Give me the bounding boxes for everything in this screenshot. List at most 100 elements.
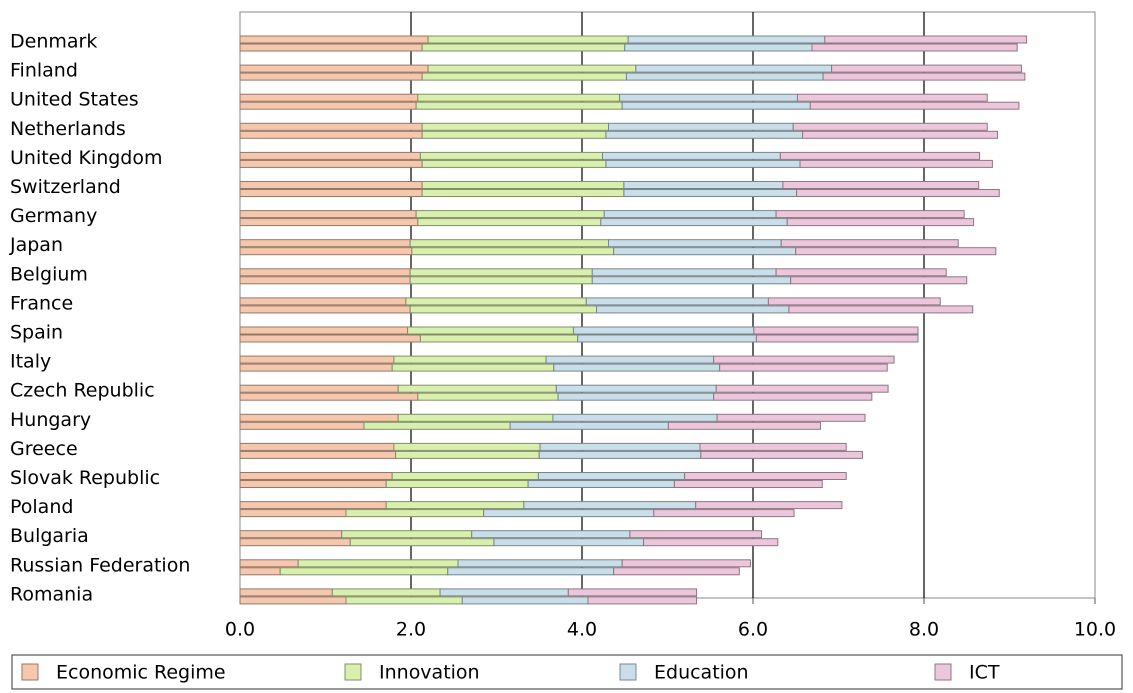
bar-segment [523,501,697,510]
bar-segment [427,64,637,73]
bar-segment [824,35,1028,44]
bar-segment [605,130,804,139]
legend-label: ICT [969,662,1000,684]
y-tick-label: Japan [9,234,63,256]
y-tick-label: Italy [10,351,51,373]
bar-segment [341,530,473,539]
bar-segment [419,151,604,160]
legend-label: Innovation [379,662,480,684]
y-tick-label: Germany [10,205,97,227]
bar-segment [643,538,779,547]
bar-segment [715,384,889,393]
x-tick-label: 4.0 [567,619,597,641]
bar-segment [385,480,529,488]
bar-segment [415,210,605,219]
bar-segment [239,530,343,539]
bar-segment [591,268,777,277]
bar-segment [667,421,822,430]
legend-swatch [619,663,637,681]
bar-segment [239,392,419,401]
y-tick-label: United States [10,89,139,111]
bar-segment [775,210,965,219]
bar-segment [427,35,629,44]
bar-segment [755,334,919,343]
bar-segment [409,239,610,248]
bar-segment [788,305,974,314]
bar-segment [419,334,579,343]
bar-segment [397,384,557,393]
bar-segment [239,64,429,73]
bar-segment [385,501,525,510]
y-tick-label: Bulgaria [10,525,89,547]
bar-segment [653,509,795,518]
bar-segment [397,413,554,422]
bar-segment [545,355,715,364]
bar-segment [603,210,777,219]
bar-segment [790,276,968,285]
bar-segment [509,421,669,430]
bar-segment [421,72,627,81]
bar-segment [629,530,763,539]
bar-segment [239,472,393,480]
bar-segment [572,326,755,335]
bar-segment [605,159,801,168]
bar-segment [613,567,740,576]
bar-segment [796,189,1000,197]
bar-segment [405,297,587,306]
bar-segment [421,189,625,197]
bar-segment [602,151,781,160]
legend-label: Education [654,662,749,684]
bar-segment [779,151,981,160]
bar-segment [415,101,623,110]
y-tick-label: Finland [10,60,78,82]
bar-segment [613,247,797,256]
bar-segment [811,43,1018,52]
bar-segment [553,363,721,372]
bar-segment [239,421,365,430]
bar-segment [716,413,866,422]
bar-segment [239,276,411,285]
bar-segment [627,35,826,44]
bar-segment [625,72,824,81]
bar-segment [407,326,574,335]
bar-segment [421,181,625,189]
bar-segment [239,355,395,364]
bar-segment [796,93,988,102]
bar-segment [331,588,441,597]
bar-segment [391,363,555,372]
bar-segment [699,442,847,451]
bar-segment [623,181,784,189]
bar-segment [239,305,411,314]
bar-segment [767,297,941,306]
bar-segment [577,334,757,343]
bar-segment [239,189,423,197]
bar-segment [619,93,798,102]
bar-segment [461,596,589,605]
y-tick-label: Spain [10,322,63,344]
bar-segment [782,181,980,189]
bar-segment [587,596,698,605]
y-tick-label: United Kingdom [10,147,163,169]
bar-segment [809,101,1020,110]
bar-segment [673,480,823,488]
y-tick-label: Greece [10,438,78,460]
bar-segment [239,130,423,139]
bar-segment [471,530,631,539]
bar-segment [786,218,975,227]
y-tick-label: Czech Republic [10,380,155,402]
bar-segment [567,588,698,597]
bar-segment [239,151,421,160]
bar-segment [345,509,485,518]
bar-segment [421,159,607,168]
bar-segment [483,509,655,518]
bar-segment [239,218,419,227]
bar-segment [409,268,593,277]
bar-segment [239,538,351,547]
bar-segment [417,218,602,227]
bar-segment [411,247,615,256]
bar-segment [239,501,387,510]
bar-segment [621,101,811,110]
bar-segment [239,122,423,131]
bar-segment [792,122,988,131]
x-tick-label: 6.0 [738,619,768,641]
